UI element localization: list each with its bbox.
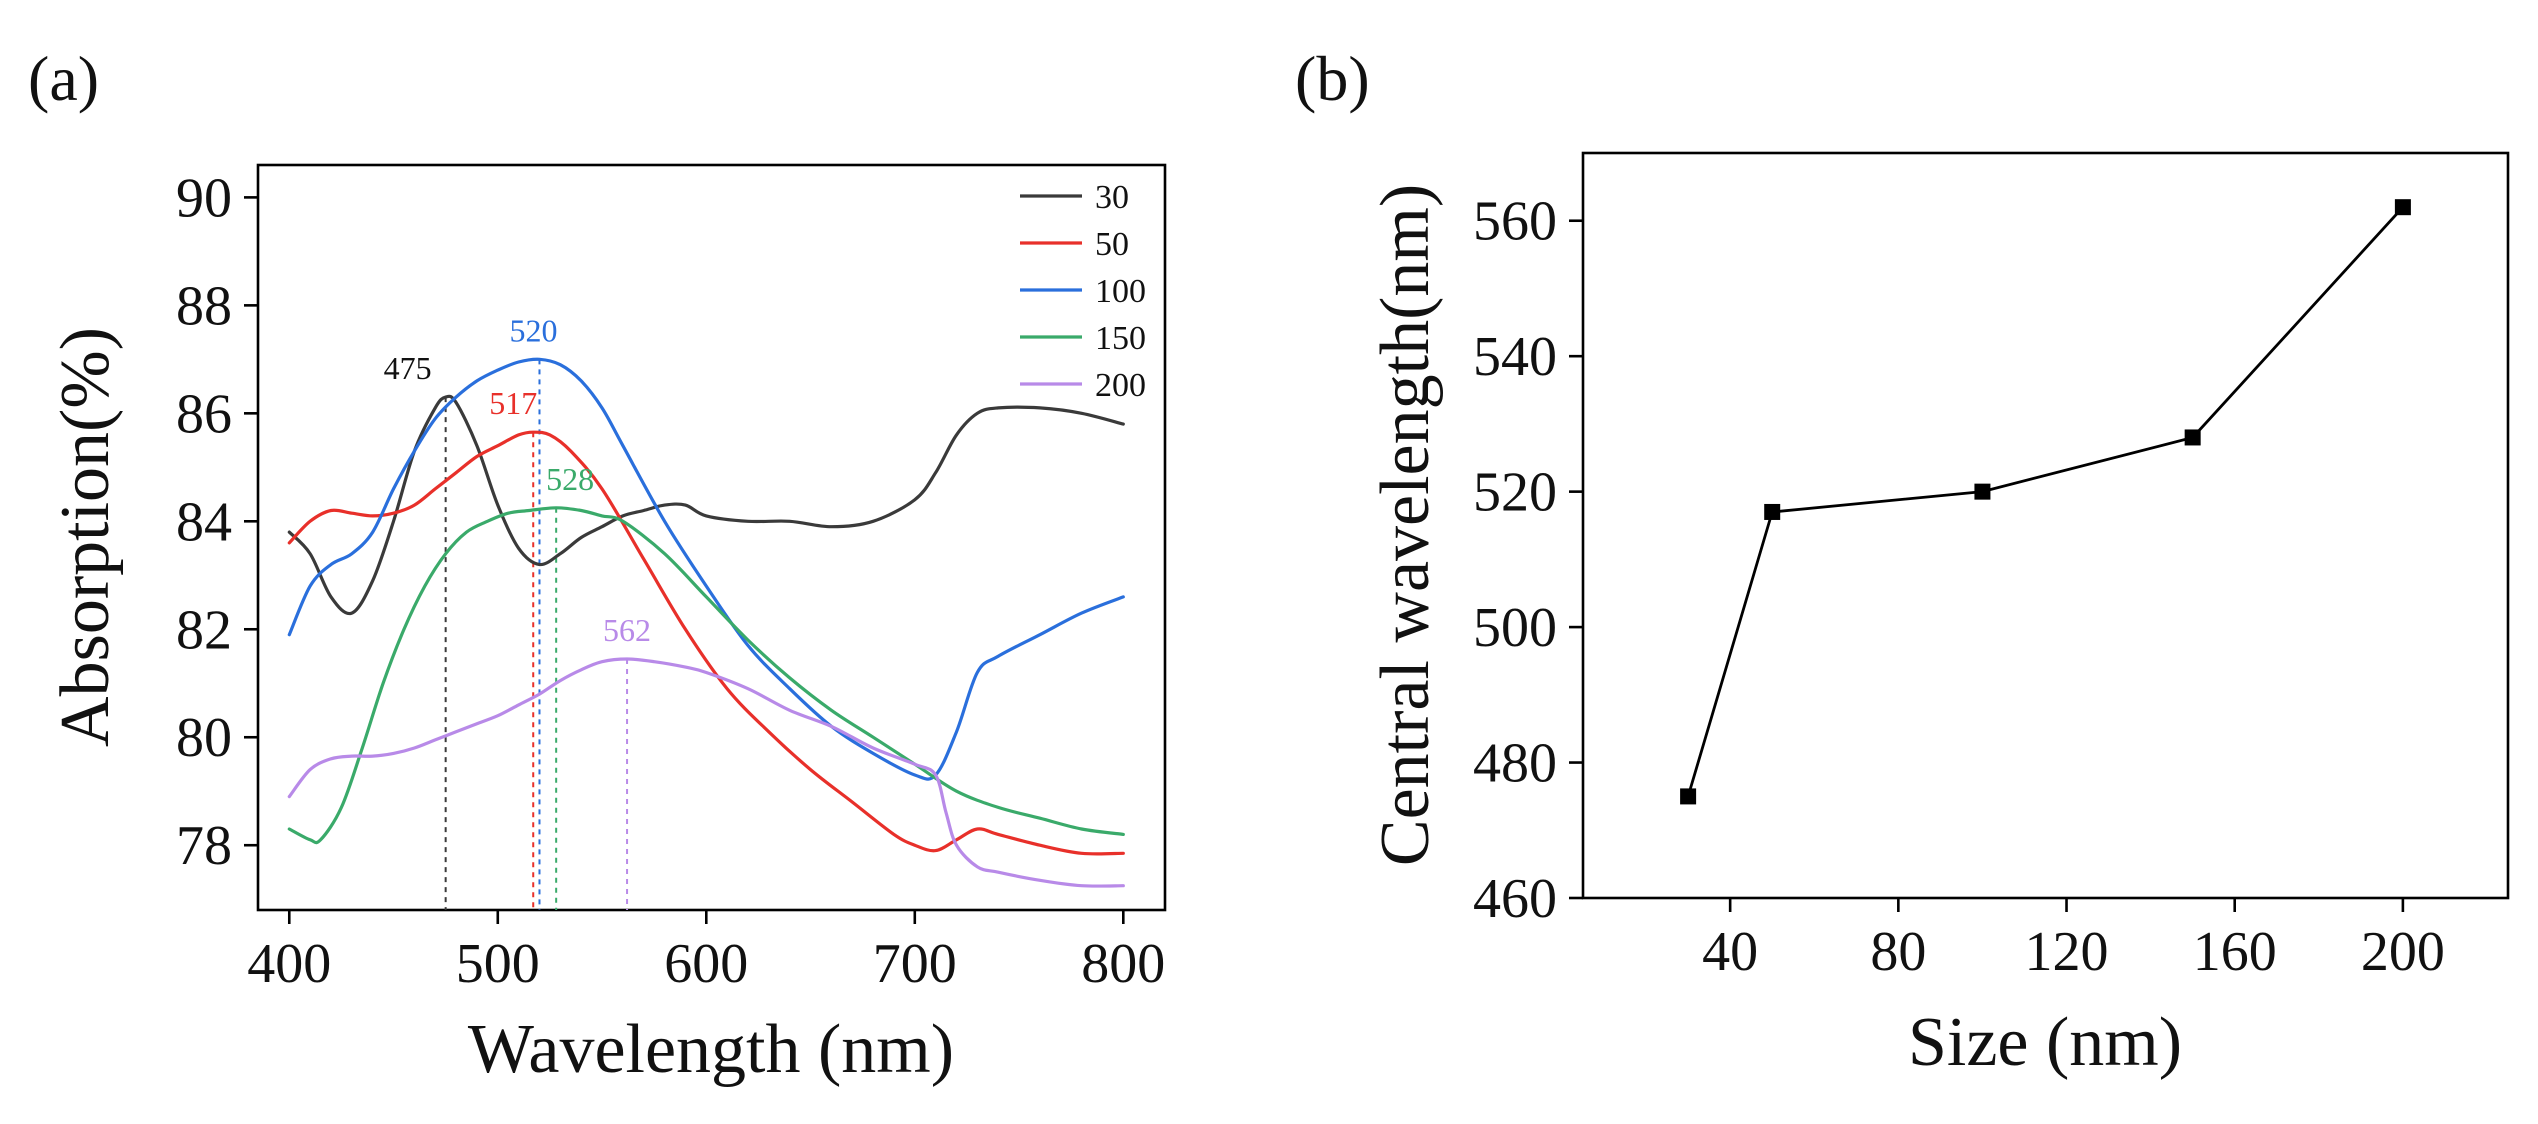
- peak-label-150: 528: [546, 461, 594, 497]
- chart-b-x-tick-label: 40: [1702, 921, 1758, 983]
- chart-b-x-tick-label: 120: [2025, 921, 2109, 983]
- legend-label-50: 50: [1095, 226, 1129, 263]
- chart-a-peak-labels: 475 517 520 528 562: [384, 312, 651, 648]
- peak-label-30: 475: [384, 350, 432, 386]
- chart-a-y-tick-label: 82: [176, 599, 232, 661]
- chart-a-y-tick-label: 84: [176, 491, 232, 553]
- chart-b-y-tick-label: 500: [1473, 597, 1557, 659]
- chart-a-y-tick-label: 80: [176, 707, 232, 769]
- chart-b-x-tick-label: 160: [2193, 921, 2277, 983]
- chart-b-y-tick-label: 560: [1473, 191, 1557, 253]
- chart-b-series-line: [1686, 206, 2404, 797]
- peak-label-50: 517: [489, 385, 537, 421]
- panel-label-b: (b): [1295, 43, 1370, 114]
- chart-a-x-tick-label: 700: [873, 933, 957, 995]
- chart-b-y-tick-label: 480: [1473, 733, 1557, 795]
- chart-a-plot-frame: [256, 163, 1167, 912]
- chart-a-x-tick-label: 800: [1081, 933, 1165, 995]
- chart-a-y-ticks: 78 80 82 84 86 88 90: [176, 167, 258, 877]
- chart-a-x-tick-label: 500: [456, 933, 540, 995]
- chart-a-series-lines: [287, 357, 1125, 888]
- chart-a-y-tick-label: 88: [176, 275, 232, 337]
- chart-a-y-tick-label: 86: [176, 383, 232, 445]
- chart-a-legend: 30 50 100 150 200: [1020, 179, 1146, 404]
- series-line-150: [287, 506, 1125, 845]
- chart-b-y-tick-label: 540: [1473, 326, 1557, 388]
- legend-label-200: 200: [1095, 367, 1146, 404]
- chart-b: 40 80 120 160 200 460 480 500 520 540 560 Size (n…: [1367, 151, 2510, 1081]
- panel-label-a: (a): [28, 43, 99, 114]
- chart-a-y-axis-title: Absorption(%): [47, 327, 124, 747]
- legend-label-150: 150: [1095, 320, 1146, 357]
- chart-b-x-tick-label: 200: [2361, 921, 2445, 983]
- series-line-central-wavelength: [1686, 206, 2404, 797]
- chart-a-peak-markers: [444, 359, 629, 910]
- chart-a-x-axis-title: Wavelength (nm): [468, 1011, 954, 1088]
- chart-b-x-axis-title: Size (nm): [1908, 1004, 2182, 1081]
- chart-a-x-tick-label: 600: [664, 933, 748, 995]
- chart-b-x-tick-label: 80: [1870, 921, 1926, 983]
- peak-label-100: 520: [509, 312, 557, 348]
- chart-a: 400 500 600 700 800 78 80 82 84 86 88 90 475 517 520…: [47, 163, 1167, 1088]
- legend-label-30: 30: [1095, 179, 1129, 216]
- chart-b-y-ticks: 460 480 500 520 540 560: [1473, 191, 1583, 930]
- chart-b-x-ticks: 40 80 120 160 200: [1702, 898, 2445, 983]
- peak-label-200: 562: [603, 612, 651, 648]
- legend-label-100: 100: [1095, 273, 1146, 310]
- data-point-50: [1764, 503, 1781, 520]
- series-line-50: [287, 430, 1125, 856]
- data-point-200: [2394, 199, 2411, 216]
- data-point-100: [1974, 483, 1991, 500]
- chart-b-plot-frame: [1581, 151, 2510, 900]
- data-point-150: [2184, 429, 2201, 446]
- chart-a-x-tick-label: 400: [247, 933, 331, 995]
- chart-b-points: [1680, 199, 2411, 805]
- series-line-200: [287, 657, 1125, 888]
- data-point-30: [1680, 788, 1697, 805]
- chart-a-x-ticks: 400 500 600 700 800: [247, 910, 1165, 995]
- chart-b-y-axis-title: Central wavelength(nm): [1367, 184, 1444, 866]
- chart-b-y-tick-label: 520: [1473, 462, 1557, 524]
- chart-a-y-tick-label: 90: [176, 167, 232, 229]
- series-line-100: [287, 357, 1125, 781]
- chart-b-y-tick-label: 460: [1473, 868, 1557, 930]
- series-line-30: [287, 394, 1125, 616]
- chart-a-y-tick-label: 78: [176, 815, 232, 877]
